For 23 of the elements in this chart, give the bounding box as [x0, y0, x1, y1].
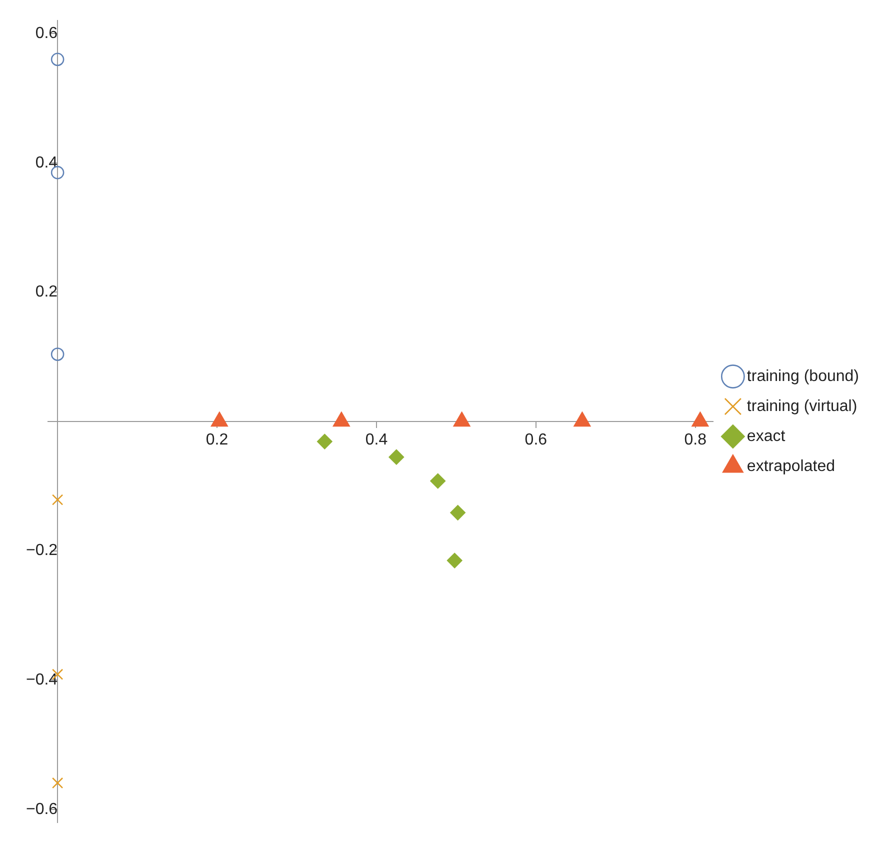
x-tick-label: 0.4	[365, 432, 388, 449]
point	[52, 777, 64, 789]
point	[50, 52, 64, 66]
point	[450, 505, 466, 520]
x-tick-label: 0.6	[524, 432, 548, 449]
x-tick-label: 0.8	[684, 432, 707, 449]
y-tick-label: −0.2	[26, 542, 58, 560]
y-tick-label: −0.6	[26, 800, 58, 818]
point	[430, 473, 446, 489]
point	[52, 494, 64, 506]
point	[446, 552, 462, 568]
point	[388, 449, 404, 465]
y-tick-label: 0.4	[35, 154, 58, 172]
legend-label: training (bound)	[746, 368, 860, 385]
legend-label: training (virtual)	[746, 398, 858, 415]
y-tick-label: 0.6	[35, 24, 58, 42]
point	[50, 348, 64, 361]
legend-label: extrapolated	[746, 458, 835, 475]
x-tick-label: 0.2	[206, 432, 228, 449]
point	[317, 434, 332, 450]
legend-label: exact	[746, 428, 786, 445]
y-tick-label: 0.2	[35, 284, 58, 301]
y-tick-label: −0.4	[26, 672, 58, 689]
